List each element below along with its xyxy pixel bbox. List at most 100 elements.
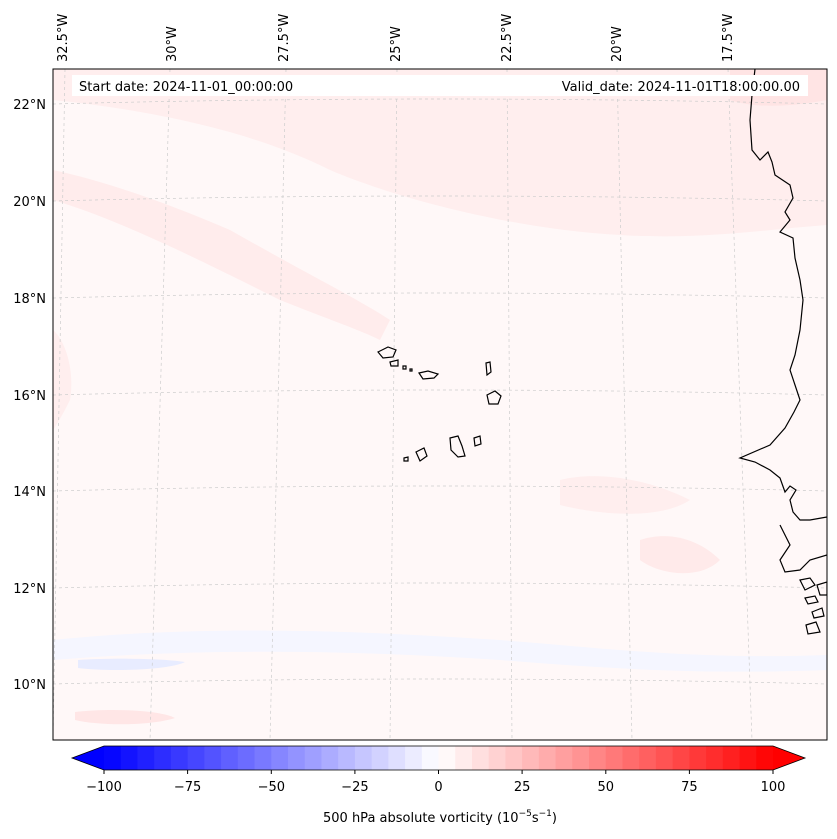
lat-label-12n: 12°N	[13, 582, 46, 597]
colorbar-segment	[421, 746, 440, 770]
colorbar-segment	[555, 746, 573, 770]
meridian-20w	[616, 69, 633, 740]
graticule	[53, 69, 827, 740]
meridian-27-5w	[269, 69, 287, 740]
island-santiago	[449, 435, 466, 458]
parallel-22n	[53, 98, 827, 105]
positive-vorticity-patch-south	[75, 710, 175, 725]
colorbar-segment	[689, 746, 707, 770]
colorbar-label-exp2: −1	[539, 809, 552, 819]
colorbar-segment	[237, 746, 256, 770]
colorbar-tick-label: −75	[174, 780, 201, 795]
colorbar-label-close: )	[552, 811, 557, 826]
colorbar-segment	[522, 746, 540, 770]
coastlines	[377, 69, 827, 635]
colorbar-segment	[354, 746, 373, 770]
island-sao-vicente	[389, 359, 399, 367]
colorbar-high-extension	[773, 746, 805, 770]
map-panel: Start date: 2024-11-01_00:00:00 Valid_da…	[13, 14, 828, 741]
vorticity-contours	[53, 69, 827, 725]
meridian-30w	[149, 69, 171, 740]
lon-label-30w: 30°W	[165, 26, 180, 62]
colorbar-segment	[154, 746, 172, 770]
colorbar-segment	[655, 746, 674, 770]
parallel-20n	[53, 195, 827, 202]
lon-label-27-5w: 27.5°W	[277, 14, 292, 62]
colorbar-segment	[388, 746, 406, 770]
colorbar-segment	[304, 746, 323, 770]
positive-vorticity-patch-central	[560, 476, 690, 514]
island-fogo	[415, 447, 428, 462]
island-santa-luzia	[402, 365, 407, 370]
island-raso	[409, 368, 413, 372]
colorbar-label-mid: s	[532, 811, 539, 826]
colorbar-tick-label: 25	[514, 780, 531, 795]
lon-label-32-5w: 32.5°W	[56, 14, 71, 62]
lat-label-10n: 10°N	[13, 678, 46, 693]
island-sal	[485, 361, 492, 377]
gambia-guinea-coast	[779, 524, 827, 573]
parallel-16n	[53, 389, 827, 396]
colorbar-segment	[488, 746, 507, 770]
colorbar-segment	[287, 746, 306, 770]
colorbar: −100 −75 −50 −25 0 25 50 75 100 500 hPa …	[70, 745, 807, 826]
colorbar-segment	[438, 746, 456, 770]
colorbar-tick-label: −25	[341, 780, 368, 795]
parallel-18n	[53, 292, 827, 299]
lon-label-17-5w: 17.5°W	[721, 14, 736, 62]
colorbar-segment	[572, 746, 590, 770]
island-boa-vista	[486, 390, 502, 405]
meridian-32-5w	[53, 69, 66, 740]
colorbar-label-text: 500 hPa absolute vorticity (10	[323, 811, 519, 826]
island-brava	[403, 456, 409, 462]
start-date-label: Start date: 2024-11-01_00:00:00	[79, 80, 293, 95]
colorbar-segment	[739, 746, 757, 770]
island-santo-antao	[377, 346, 397, 359]
colorbar-low-extension	[72, 746, 104, 770]
valid-date-label: Valid_date: 2024-11-01T18:00:00.00	[562, 80, 800, 95]
colorbar-segment	[622, 746, 640, 770]
positive-vorticity-band-north	[53, 69, 827, 237]
meridian-22-5w	[506, 69, 513, 740]
date-label-background	[72, 75, 808, 96]
colorbar-tick-label: 50	[598, 780, 615, 795]
parallel-12n	[53, 582, 827, 589]
meridian-17-5w	[727, 69, 753, 740]
colorbar-label: 500 hPa absolute vorticity (10−5s−1)	[323, 809, 557, 826]
positive-vorticity-patch-east	[640, 536, 720, 574]
lat-label-16n: 16°N	[13, 389, 46, 404]
colorbar-segment	[254, 746, 272, 770]
parallel-10n	[53, 678, 827, 685]
positive-vorticity-band-diagonal	[53, 170, 390, 340]
colorbar-segment	[405, 746, 423, 770]
colorbar-tick-label: 0	[434, 780, 442, 795]
colorbar-tick-label: −100	[86, 780, 122, 795]
island-maio	[473, 435, 482, 447]
bijagos-islands	[799, 577, 827, 635]
colorbar-segments	[104, 746, 774, 770]
latitude-labels: 22°N 20°N 18°N 16°N 14°N 12°N 10°N	[13, 98, 46, 693]
colorbar-segment	[271, 746, 289, 770]
colorbar-tick-label: −50	[258, 780, 285, 795]
lat-label-18n: 18°N	[13, 292, 46, 307]
longitude-labels: 32.5°W 30°W 27.5°W 25°W 22.5°W 20°W 17.5…	[56, 14, 736, 62]
lat-label-14n: 14°N	[13, 485, 46, 500]
negative-vorticity-band-south	[53, 630, 827, 672]
lat-label-22n: 22°N	[13, 98, 46, 113]
colorbar-segment	[120, 746, 139, 770]
map-border	[52, 68, 828, 741]
colorbar-tick-label: 100	[761, 780, 786, 795]
colorbar-label-exp1: −5	[519, 809, 532, 819]
lat-label-20n: 20°N	[13, 195, 46, 210]
cape-verde-islands	[377, 346, 502, 462]
colorbar-segment	[589, 746, 607, 770]
west-africa-coastline	[738, 69, 827, 521]
positive-vorticity-patch-west	[53, 330, 72, 430]
colorbar-segment	[221, 746, 239, 770]
parallel-14n	[53, 485, 827, 492]
lon-label-25w: 25°W	[389, 26, 404, 62]
colorbar-segment	[371, 746, 389, 770]
colorbar-segment	[722, 746, 741, 770]
colorbar-segment	[104, 746, 122, 770]
colorbar-segment	[137, 746, 155, 770]
